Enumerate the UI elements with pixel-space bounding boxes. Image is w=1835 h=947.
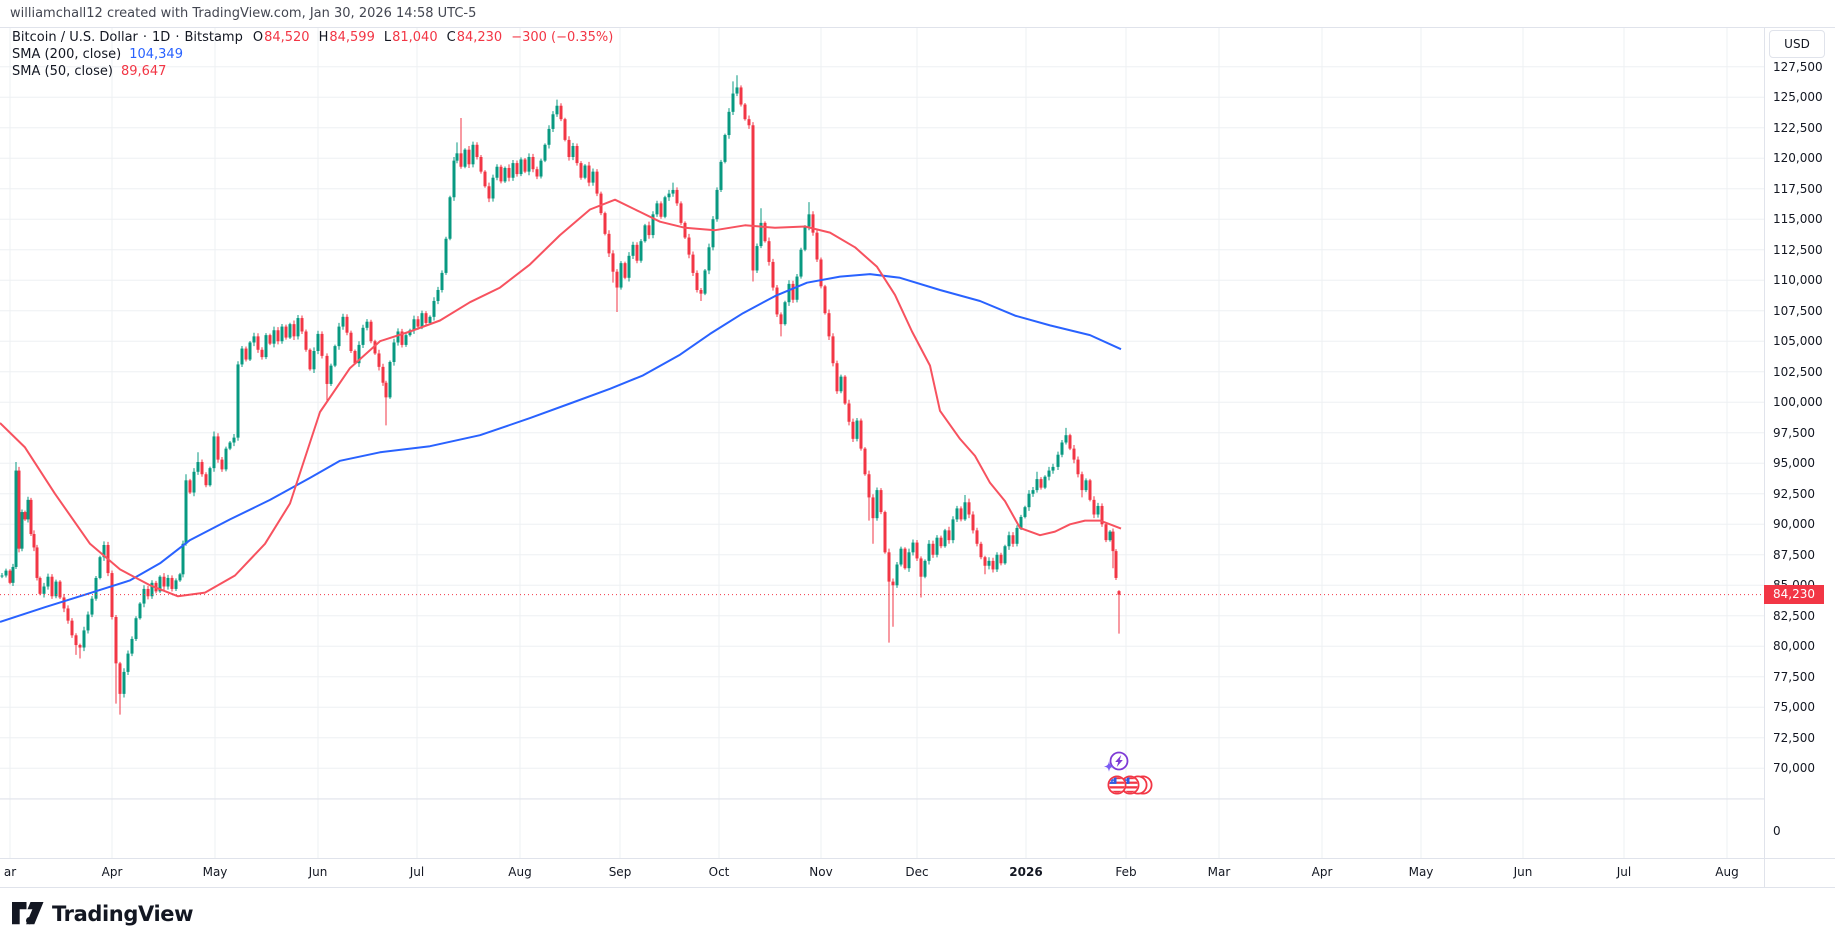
time-tick-label-oct: Oct bbox=[708, 865, 730, 879]
change-value: −300 (−0.35%) bbox=[511, 29, 614, 45]
price-tick-label: 97,500 bbox=[1773, 425, 1815, 440]
price-tick-label: 127,500 bbox=[1773, 59, 1823, 74]
low-value: 81,040 bbox=[392, 29, 438, 45]
close-label: C bbox=[446, 29, 456, 45]
price-tick-label: 75,000 bbox=[1773, 700, 1815, 715]
sma200-value: 104,349 bbox=[129, 46, 183, 62]
sma200-legend-row[interactable]: SMA (200, close) 104,349 bbox=[12, 46, 613, 62]
time-tick-label-jul: Jul bbox=[409, 865, 425, 879]
close-value: 84,230 bbox=[456, 29, 503, 45]
price-tick-label: 107,500 bbox=[1773, 303, 1823, 318]
price-tick-label-zero: 0 bbox=[1773, 824, 1781, 838]
economic-events-flag-icon[interactable] bbox=[1107, 775, 1153, 795]
sma-50-line[interactable] bbox=[0, 198, 1122, 598]
legend-separator: · bbox=[175, 29, 180, 45]
sma200-label: SMA (200, close) bbox=[12, 46, 122, 62]
candles-layer bbox=[0, 75, 1121, 715]
interval-label: 1D bbox=[152, 29, 171, 45]
time-tick-label-jul: Jul bbox=[1616, 865, 1632, 879]
exchange-label: Bitstamp bbox=[184, 29, 243, 45]
price-tick-label: 95,000 bbox=[1773, 456, 1815, 471]
time-tick-label-aug: Aug bbox=[1715, 865, 1739, 879]
price-tick-label: 100,000 bbox=[1773, 395, 1823, 410]
price-tick-label: 125,000 bbox=[1773, 90, 1823, 105]
tradingview-logo[interactable]: TradingView bbox=[12, 902, 193, 926]
price-tick-label: 90,000 bbox=[1773, 517, 1815, 532]
time-tick-label-dec: Dec bbox=[905, 865, 929, 879]
time-tick-label-2026: 2026 bbox=[1009, 865, 1043, 879]
time-tick-label-apr: Apr bbox=[1311, 865, 1333, 879]
price-tick-label: 112,500 bbox=[1773, 242, 1823, 257]
time-tick-label-may: May bbox=[1408, 865, 1434, 879]
sparkle-icon bbox=[1103, 761, 1115, 772]
price-tick-label: 80,000 bbox=[1773, 639, 1815, 654]
time-tick-label-may: May bbox=[202, 865, 228, 879]
time-tick-label-jun: Jun bbox=[308, 865, 328, 879]
time-axis[interactable]: ar Apr May Jun Jul Aug Sep Oct Nov Dec 2026 Feb Mar A… bbox=[0, 859, 1835, 887]
open-label: O bbox=[252, 29, 264, 45]
sma-200-line[interactable] bbox=[0, 273, 1122, 623]
price-tick-label: 92,500 bbox=[1773, 486, 1815, 501]
time-tick-label-aug: Aug bbox=[508, 865, 532, 879]
currency-button[interactable]: USD bbox=[1769, 30, 1825, 58]
high-value: 84,599 bbox=[329, 29, 375, 45]
symbol-title: Bitcoin / U.S. Dollar bbox=[12, 29, 138, 45]
price-tick-label: 70,000 bbox=[1773, 761, 1815, 776]
price-tick-label: 120,000 bbox=[1773, 151, 1823, 166]
ai-event-icon[interactable] bbox=[1103, 751, 1129, 772]
chart-legend: Bitcoin / U.S. Dollar · 1D · Bitstamp O8… bbox=[12, 29, 613, 80]
user-watermark: williamchall12 created with TradingView.… bbox=[10, 6, 477, 21]
price-axis[interactable]: USD 84,230 127,500 125,000 122,500 120,000 1… bbox=[1764, 27, 1835, 858]
open-value: 84,520 bbox=[264, 29, 310, 45]
price-tick-label: 77,500 bbox=[1773, 669, 1815, 684]
symbol-legend-row[interactable]: Bitcoin / U.S. Dollar · 1D · Bitstamp O8… bbox=[12, 29, 613, 45]
time-tick-label-ar: ar bbox=[3, 865, 17, 879]
price-tick-label: 115,000 bbox=[1773, 212, 1823, 227]
last-price-label: 84,230 bbox=[1764, 585, 1824, 605]
time-tick-label-jun: Jun bbox=[1513, 865, 1533, 879]
legend-separator: · bbox=[142, 29, 148, 45]
price-tick-label: 82,500 bbox=[1773, 608, 1815, 623]
time-tick-label-sep: Sep bbox=[608, 865, 632, 879]
time-tick-label-nov: Nov bbox=[809, 865, 833, 879]
price-tick-label: 87,500 bbox=[1773, 547, 1815, 562]
time-tick-label-mar: Mar bbox=[1207, 865, 1231, 879]
sma50-label: SMA (50, close) bbox=[12, 63, 113, 79]
grid-layer bbox=[0, 27, 1764, 859]
ohlc-values: O84,520 H84,599 L81,040 C84,230 bbox=[253, 30, 502, 45]
price-tick-label: 122,500 bbox=[1773, 120, 1823, 135]
price-tick-label: 110,000 bbox=[1773, 273, 1823, 288]
time-tick-label-apr: Apr bbox=[101, 865, 123, 879]
sma50-legend-row[interactable]: SMA (50, close) 89,647 bbox=[12, 63, 613, 79]
high-label: H bbox=[318, 29, 329, 45]
price-tick-label: 117,500 bbox=[1773, 181, 1823, 196]
price-tick-label: 102,500 bbox=[1773, 364, 1823, 379]
low-label: L bbox=[383, 29, 392, 45]
tradingview-logo-icon bbox=[12, 902, 44, 925]
sma50-value: 89,647 bbox=[120, 63, 167, 79]
price-tick-label: 105,000 bbox=[1773, 334, 1823, 349]
time-tick-label-feb: Feb bbox=[1115, 865, 1137, 879]
price-tick-label: 72,500 bbox=[1773, 730, 1815, 745]
tradingview-wordmark: TradingView bbox=[52, 902, 194, 926]
